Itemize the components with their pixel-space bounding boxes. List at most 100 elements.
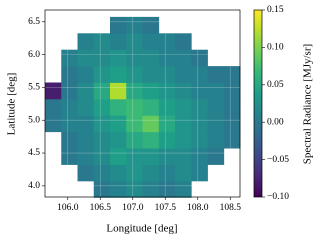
heatmap-cell xyxy=(126,82,143,100)
heatmap-cell xyxy=(126,148,143,165)
heatmap-cell xyxy=(223,98,241,116)
heatmap-cell xyxy=(93,164,111,182)
heatmap-cell xyxy=(77,131,95,149)
heatmap-cell xyxy=(223,115,241,133)
heatmap-cell xyxy=(142,131,160,149)
heatmap-cell xyxy=(158,131,176,149)
heatmap-cell xyxy=(158,49,176,67)
heatmap-cell xyxy=(142,82,160,100)
heatmap-cell xyxy=(61,98,78,116)
heatmap-cell xyxy=(110,66,127,83)
heatmap-cell xyxy=(158,82,176,100)
heatmap-cell xyxy=(93,148,111,165)
heatmap-cell xyxy=(142,16,160,34)
heatmap-cell xyxy=(207,82,225,100)
y-tick-label: 5.5 xyxy=(28,83,40,93)
heatmap-cell xyxy=(45,115,62,133)
heatmap-cell xyxy=(77,66,95,83)
heatmap-cell xyxy=(93,33,111,51)
heatmap-cell xyxy=(110,98,127,116)
heatmap-cell xyxy=(158,115,176,133)
plot-frame xyxy=(44,9,241,198)
x-tick-label: 107.5 xyxy=(155,203,177,213)
heatmap-cell xyxy=(126,66,143,83)
heatmap-cell xyxy=(207,131,225,149)
heatmap-cell xyxy=(158,180,176,198)
colorbar-tick-label: 0.05 xyxy=(267,80,284,90)
heatmap-cell xyxy=(77,33,95,51)
heatmap-cell xyxy=(77,98,95,116)
x-tick-label: 106.5 xyxy=(90,203,112,213)
heatmap-cell xyxy=(110,115,127,133)
heatmap-cell xyxy=(191,131,208,149)
heatmap-cell xyxy=(110,16,127,34)
heatmap-cell xyxy=(175,82,192,100)
heatmap-cell xyxy=(45,82,62,100)
heatmap-cell xyxy=(93,98,111,116)
heatmap-cell xyxy=(142,49,160,67)
colorbar-tick-label: −0.05 xyxy=(267,155,289,165)
heatmap-cell xyxy=(175,115,192,133)
heatmap-cell xyxy=(126,33,143,51)
x-axis-label: Longitude [deg] xyxy=(106,223,177,235)
heatmap-cell xyxy=(77,164,95,182)
heatmap-cell xyxy=(175,131,192,149)
heatmap-cell xyxy=(142,180,160,198)
y-tick-label: 5.0 xyxy=(28,115,40,125)
heatmap-cell xyxy=(142,115,160,133)
colorbar-tick-label: 0.10 xyxy=(267,43,284,53)
colorbar-label: Spectral Radiance [MJy/sr] xyxy=(302,44,314,164)
heatmap-cell xyxy=(191,49,208,67)
heatmap-cell xyxy=(93,115,111,133)
heatmap-cell xyxy=(191,66,208,83)
heatmap-cell xyxy=(175,66,192,83)
heatmap-cell xyxy=(93,180,111,198)
heatmap-cell xyxy=(110,180,127,198)
heatmap-cell xyxy=(126,16,143,34)
heatmap-cell xyxy=(223,131,241,149)
heatmap-cell xyxy=(126,164,143,182)
y-tick-label: 6.5 xyxy=(28,17,40,27)
heatmap-cell xyxy=(175,148,192,165)
heatmap-cell xyxy=(93,49,111,67)
heatmap-cell xyxy=(61,148,78,165)
heatmap-cell xyxy=(110,131,127,149)
heatmap-cell xyxy=(61,66,78,83)
heatmap-cell xyxy=(207,98,225,116)
heatmap-cell xyxy=(158,98,176,116)
heatmap-cell xyxy=(77,115,95,133)
heatmap-cell xyxy=(61,49,78,67)
heatmap-cell xyxy=(110,82,127,100)
y-tick-label: 6.0 xyxy=(28,50,40,60)
heatmap-cell xyxy=(207,66,225,83)
heatmap-cell xyxy=(158,66,176,83)
y-tick-label: 4.0 xyxy=(28,181,40,191)
colorbar-tick-label: −0.10 xyxy=(267,192,289,202)
heatmap-cell xyxy=(142,66,160,83)
heatmap-cell xyxy=(110,148,127,165)
heatmap-cell xyxy=(158,148,176,165)
heatmap-cell xyxy=(207,148,225,165)
colorbar xyxy=(253,9,263,198)
heatmap-cell xyxy=(126,98,143,116)
heatmap-cell xyxy=(175,164,192,182)
heatmap-cell xyxy=(191,164,208,182)
heatmap-cell xyxy=(175,180,192,198)
heatmap-cell xyxy=(142,148,160,165)
heatmap-cell xyxy=(158,33,176,51)
heatmap-cell xyxy=(142,98,160,116)
heatmap-cell xyxy=(126,115,143,133)
x-tick-label: 107.0 xyxy=(122,203,144,213)
heatmap-cell xyxy=(142,164,160,182)
heatmap-cell xyxy=(93,82,111,100)
heatmap-cell xyxy=(77,148,95,165)
heatmap-cell xyxy=(175,49,192,67)
heatmap-cell xyxy=(191,98,208,116)
heatmap-cell xyxy=(61,131,78,149)
heatmap-cell xyxy=(110,33,127,51)
heatmap-cell xyxy=(110,49,127,67)
heatmap-cell xyxy=(158,164,176,182)
heatmap-cell xyxy=(191,148,208,165)
heatmap-cell xyxy=(191,115,208,133)
